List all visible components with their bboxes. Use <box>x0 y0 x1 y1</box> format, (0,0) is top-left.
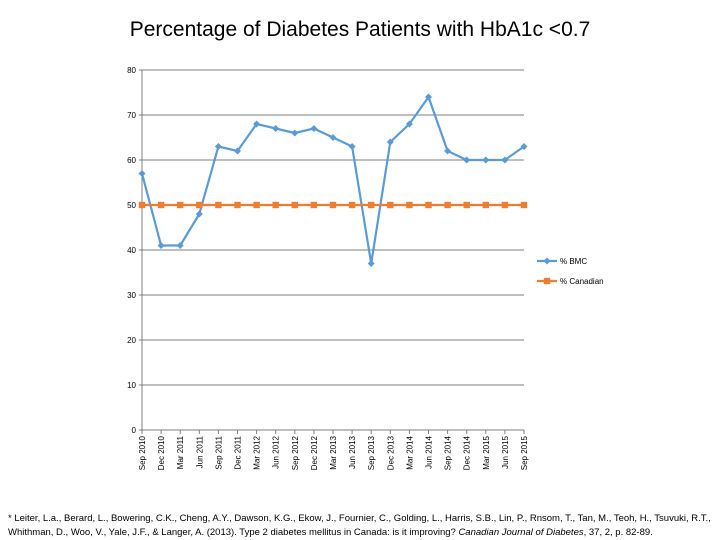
legend-swatch-marker <box>543 257 551 265</box>
data-point <box>253 120 261 128</box>
y-tick-label: 20 <box>127 336 136 345</box>
x-tick-label: Mar 2013 <box>329 435 338 469</box>
y-tick-label: 50 <box>127 201 136 210</box>
citation-details: , 37, 2, p. 82-89. <box>583 527 653 538</box>
data-point <box>310 125 318 132</box>
x-tick-label: Jun 2012 <box>272 435 281 468</box>
data-point <box>291 201 298 209</box>
x-tick-label: Sep 2011 <box>214 435 223 469</box>
data-point <box>386 138 394 146</box>
x-tick-label: Dec 2011 <box>234 435 243 469</box>
x-tick-label: Mar 2014 <box>405 435 414 469</box>
data-point <box>387 201 394 209</box>
data-point <box>367 260 375 267</box>
data-point <box>272 201 279 209</box>
chart-title: Percentage of Diabetes Patients with HbA… <box>129 18 591 41</box>
x-tick-label: Dec 2014 <box>463 435 472 470</box>
y-tick-label: 40 <box>127 246 136 255</box>
x-tick-label: Jun 2011 <box>195 435 204 468</box>
data-point <box>157 242 165 249</box>
data-point <box>444 201 451 209</box>
y-tick-label: 70 <box>127 111 136 120</box>
data-point <box>253 201 260 209</box>
data-point <box>177 201 184 209</box>
x-tick-label: Dec 2013 <box>386 435 395 470</box>
x-tick-label: Sep 2015 <box>520 435 529 470</box>
data-point <box>444 147 452 155</box>
data-point <box>195 210 203 218</box>
data-point <box>234 147 241 155</box>
data-point <box>425 201 432 209</box>
x-tick-label: Jun 2014 <box>425 435 434 468</box>
data-point <box>138 201 146 209</box>
y-tick-label: 60 <box>127 156 136 165</box>
data-point <box>329 134 337 141</box>
data-point <box>520 143 528 150</box>
data-point <box>291 129 299 137</box>
data-point <box>406 201 413 209</box>
data-point <box>310 201 318 209</box>
data-point <box>215 201 222 209</box>
data-point <box>196 201 203 209</box>
y-tick-label: 30 <box>127 291 136 300</box>
citation-journal: Canadian Journal of Diabetes <box>458 527 584 538</box>
x-tick-label: Mar 2011 <box>176 435 185 469</box>
x-tick-label: Mar 2015 <box>482 435 491 469</box>
data-point <box>520 201 528 209</box>
x-tick-label: Jun 2015 <box>501 435 510 468</box>
data-point <box>329 201 337 209</box>
x-tick-label: Sep 2012 <box>291 435 300 470</box>
x-tick-label: Mar 2012 <box>253 435 262 469</box>
legend-label: % BMC <box>560 257 587 266</box>
data-point <box>176 242 184 249</box>
data-point <box>348 201 356 209</box>
x-tick-label: Dec 2010 <box>157 435 166 470</box>
series-line <box>140 95 525 265</box>
data-point <box>501 201 509 209</box>
citation: * Leiter, L.a., Berard, L., Bowering, C.… <box>8 512 714 540</box>
data-point <box>157 201 165 209</box>
data-point <box>214 143 222 150</box>
data-point <box>348 143 356 150</box>
y-tick-label: 10 <box>127 381 136 390</box>
data-point <box>463 201 470 209</box>
x-tick-label: Sep 2014 <box>444 435 453 470</box>
legend-swatch-marker <box>543 277 551 285</box>
y-tick-label: 0 <box>132 426 137 435</box>
x-tick-label: Sep 2013 <box>367 435 376 470</box>
x-tick-label: Sep 2010 <box>138 435 147 470</box>
data-point <box>405 120 413 128</box>
data-point <box>482 201 489 209</box>
data-point <box>138 170 146 177</box>
data-point <box>272 125 280 132</box>
data-point <box>368 201 375 209</box>
x-tick-label: Dec 2012 <box>310 435 319 470</box>
citation-authors: * Leiter, L.a., Berard, L., Bowering, C.… <box>8 513 711 538</box>
data-point <box>463 156 471 164</box>
y-tick-label: 80 <box>127 66 136 75</box>
x-tick-label: Jun 2013 <box>348 435 357 468</box>
data-point <box>425 93 432 101</box>
data-point <box>501 156 509 164</box>
data-point <box>234 201 241 209</box>
data-point <box>482 156 490 164</box>
legend-label: % Canadian <box>560 277 604 286</box>
